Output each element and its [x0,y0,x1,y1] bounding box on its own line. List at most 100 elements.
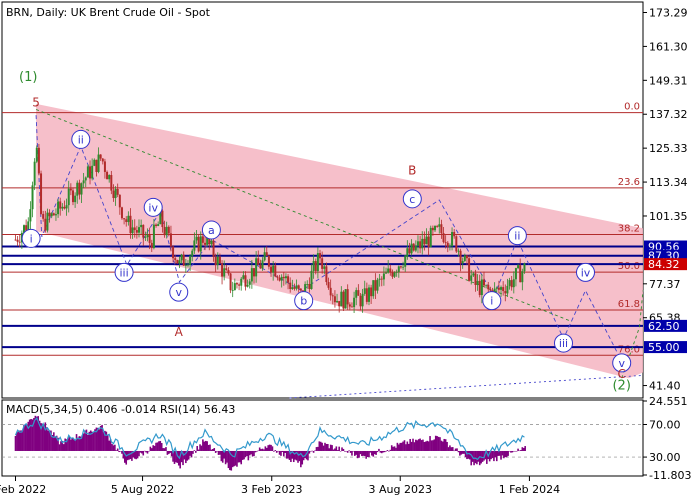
candle-body [474,273,477,285]
candle-body [436,225,439,227]
macd-bar [383,450,386,453]
y-tick-label: 77.37 [649,278,681,291]
candle-body [278,277,281,281]
macd-bar [149,446,152,451]
candle-body [391,272,394,277]
candle-body [52,213,55,216]
macd-bar [34,415,37,451]
macd-bar [91,431,93,451]
macd-bar [349,450,352,453]
candle-body [406,248,409,257]
macd-bar [260,449,262,451]
macd-bar [229,450,231,471]
macd-bar [389,449,392,451]
macd-bar [338,446,340,451]
candle-body [434,225,437,231]
macd-bar [265,447,268,451]
macd-bar [65,439,68,451]
macd-bar [369,450,372,453]
macd-bar [179,450,181,469]
macd-bar [382,450,384,453]
macd-bar [361,450,363,457]
candle-body [240,278,243,286]
macd-bar [365,450,367,459]
macd-bar [135,450,137,460]
macd-bar [355,450,358,455]
candle-body [248,281,251,285]
macd-bar [368,450,370,458]
candle-body [517,265,520,269]
x-tick-label: 1 Feb 2024 [499,483,560,496]
macd-bar [263,449,265,451]
macd-bar [79,436,82,451]
macd-bar [162,448,164,451]
wave-label-circle [553,333,573,353]
candle-body [146,235,149,238]
candle-body [344,289,347,309]
macd-bar [380,450,383,454]
candle-body [325,266,328,283]
candle-body [186,264,189,266]
macd-bar [287,450,289,459]
wave-label: ii [78,133,84,146]
macd-bar [295,450,298,461]
macd-bar [345,450,348,452]
candle-body [402,266,405,268]
macd-bar [376,450,379,453]
price-badge [644,319,687,332]
macd-bar [148,450,150,452]
macd-bar [72,439,75,451]
candle-body [40,173,43,214]
main-panel-frame [1,1,644,399]
macd-bar [429,436,431,451]
macd-bar [121,450,123,454]
macd-bar [141,450,143,454]
candle-body [276,276,279,278]
wave-label-circle [507,226,527,246]
macd-bar [331,445,333,451]
macd-bar [422,439,424,451]
macd-bar [27,421,30,451]
macd-bar [64,438,66,451]
macd-bar [213,448,216,451]
macd-bar [258,447,261,451]
candle-body [299,288,302,291]
candle-body [252,268,255,277]
candle-body [487,284,490,290]
candle-body [312,261,315,271]
macd-bar [450,447,453,451]
macd-bar [274,450,277,451]
macd-bar [109,439,112,451]
macd-bar [227,450,230,469]
candle-body [106,171,109,180]
candle-body [393,272,396,277]
macd-bar [393,446,396,451]
wave-label: C [618,367,626,381]
macd-bar [388,450,390,452]
macd-bar [273,450,275,452]
candle-body [244,275,247,287]
candle-body [331,295,334,297]
candle-body [95,159,98,172]
candle-body [395,271,398,273]
candle-body [165,226,168,236]
candle-body [340,291,343,307]
macd-bar [415,439,417,451]
candle-body [465,255,468,259]
trend-channel [36,103,643,379]
macd-bar [206,441,208,451]
candle-body [408,248,411,254]
macd-bar [271,446,274,451]
macd-bar [513,450,515,452]
candle-body [23,225,26,233]
candle-body [363,288,366,294]
macd-bar [226,450,228,463]
macd-bar [139,450,142,453]
candle-body [419,241,422,249]
macd-bar [314,450,316,451]
macd-bar [261,448,264,451]
macd-bar [23,424,25,451]
wave-label-circle [71,129,91,149]
macd-bar [470,450,473,466]
macd-bar [150,448,153,451]
